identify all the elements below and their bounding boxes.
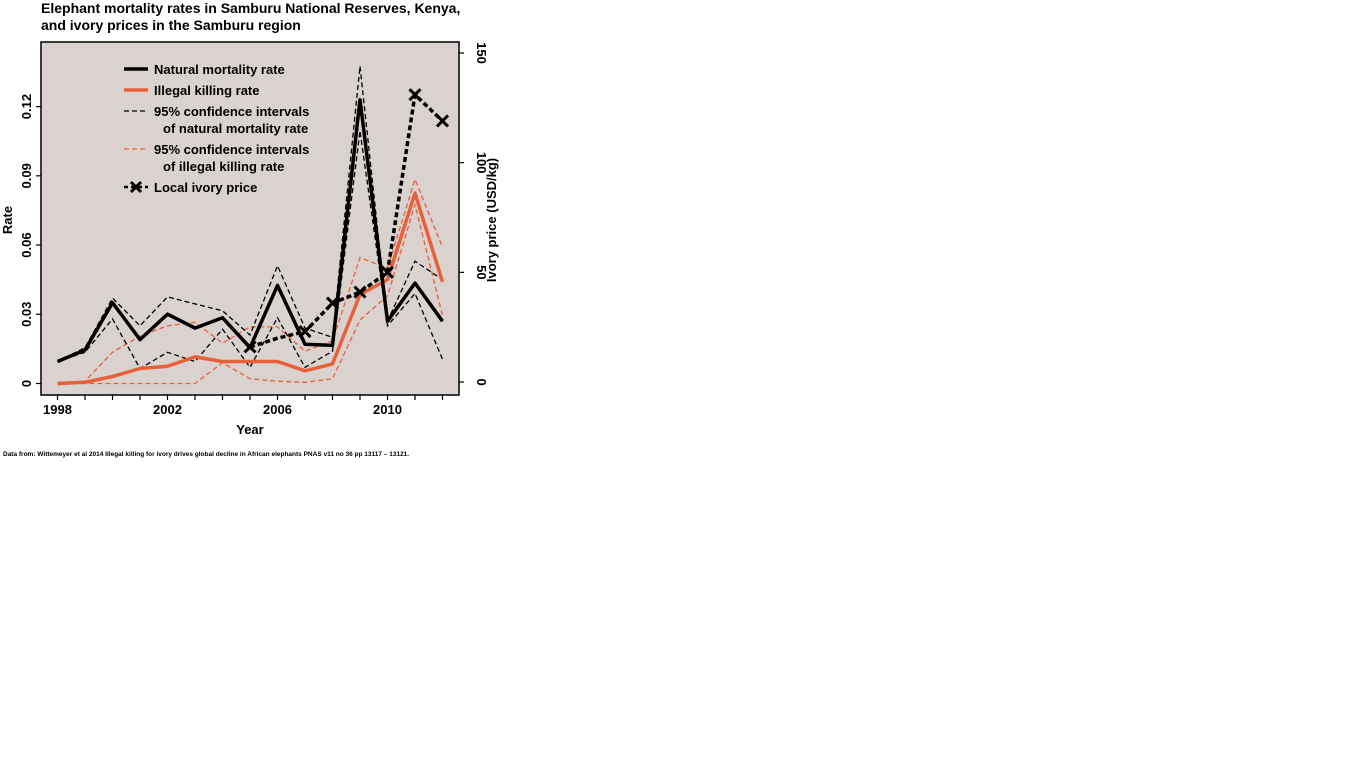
axes-layer: 1998 2002 2006 2010 0 0.03 0.06 0.09 0.12 0 50 100 1… <box>19 42 489 417</box>
y2-axis-label: Ivory price (USD/kg) <box>484 158 499 282</box>
x-tick-label: 2010 <box>373 402 402 417</box>
ivory-price-marker <box>325 296 340 310</box>
y2-tick-label: 0 <box>474 378 489 385</box>
plot-panel <box>40 41 460 396</box>
legend-label: Natural mortality rate <box>154 62 285 77</box>
y-tick-label: 0.03 <box>19 302 34 327</box>
y-tick-label: 0.12 <box>19 94 34 119</box>
legend: Natural mortality rate Illegal killing ra… <box>124 62 309 195</box>
x-axis-label: Year <box>236 422 263 437</box>
y-axis-label: Rate <box>0 206 15 234</box>
y2-tick-label: 100 <box>474 152 489 174</box>
plot-layer <box>56 66 450 386</box>
ivory-price-marker <box>435 114 450 128</box>
x-tick-label: 1998 <box>43 402 72 417</box>
y2-tick-label: 50 <box>474 265 489 279</box>
legend-label-line-2: of illegal killing rate <box>163 159 284 174</box>
legend-label: 95% confidence intervals <box>154 104 309 119</box>
data-source-note: Data from: Wittemeyer et al 2014 Illegal… <box>3 451 410 458</box>
legend-label: 95% confidence intervals <box>154 142 309 157</box>
illegal-killing-rate-line <box>57 191 445 386</box>
chart-title-line-1: Elephant mortality rates in Samburu Nati… <box>41 0 461 16</box>
y-tick-label: 0.09 <box>19 163 34 188</box>
y-tick-label: 0.06 <box>19 232 34 257</box>
ivory-price-marker <box>353 285 367 299</box>
mortality-ivory-chart: 1998 2002 2006 2010 0 0.03 0.06 0.09 0.12 0 50 100 1… <box>0 41 499 437</box>
ivory-price-marker <box>408 88 422 102</box>
chart-title-line-2: and ivory prices in the Samburu region <box>41 17 301 33</box>
legend-label-line-2: of natural mortality rate <box>163 121 308 136</box>
legend-label: Local ivory price <box>154 180 257 195</box>
ivory-price-marker <box>243 340 257 354</box>
y2-tick-label: 150 <box>474 42 489 64</box>
illegal-ci-lower-line <box>57 202 444 385</box>
y-tick-label: 0 <box>19 380 34 387</box>
legend-label: Illegal killing rate <box>154 83 259 98</box>
legend-x-marker <box>129 180 143 194</box>
ivory-price-marker <box>380 265 395 279</box>
chart-title: Elephant mortality rates in Samburu Nati… <box>41 0 471 34</box>
ivory-price-line <box>249 91 444 349</box>
x-tick-label: 2002 <box>153 402 182 417</box>
ivory-price-marker <box>298 325 312 339</box>
x-tick-label: 2006 <box>263 402 292 417</box>
